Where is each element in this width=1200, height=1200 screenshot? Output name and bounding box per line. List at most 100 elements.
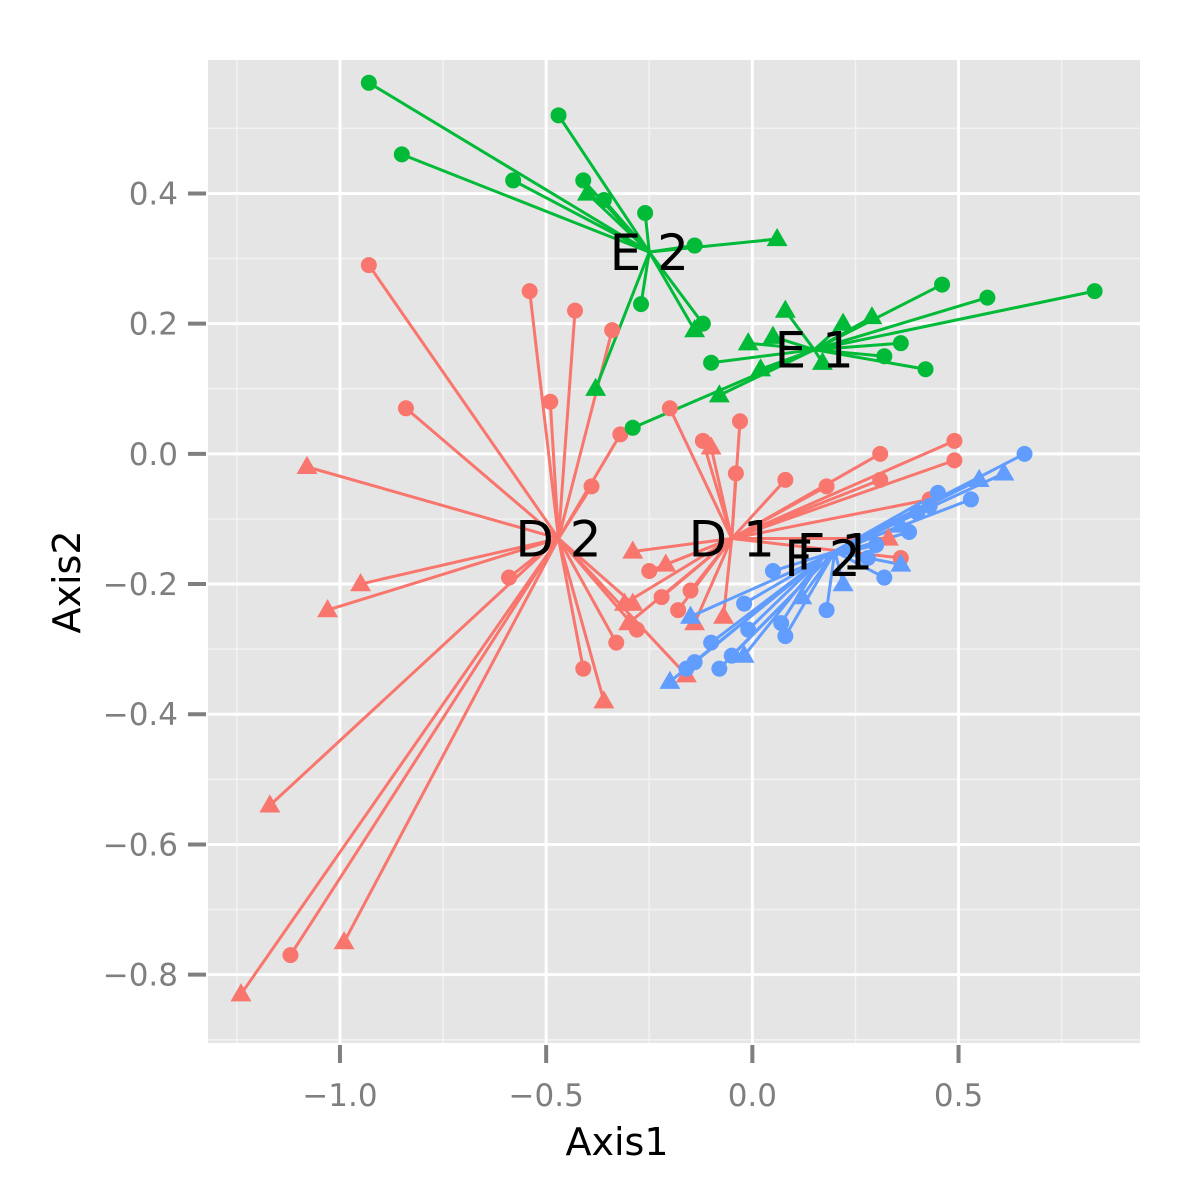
y-tick-label: 0.2	[129, 307, 178, 343]
spider-line	[813, 289, 1095, 352]
spider-line	[306, 465, 559, 540]
spider-line	[710, 348, 815, 365]
circle-point	[711, 660, 728, 677]
spider-line	[512, 179, 650, 254]
centroid-label: F 2	[784, 530, 860, 588]
triangle-point	[890, 514, 912, 533]
circle-point	[360, 257, 377, 274]
triangle-point	[708, 384, 730, 403]
x-axis-title: Axis1	[565, 1120, 668, 1164]
circle-point	[360, 74, 377, 91]
spider-line	[731, 497, 930, 540]
centroid-label: D 1	[689, 510, 775, 568]
y-tick-label: −0.4	[103, 697, 178, 733]
spider-line	[709, 447, 734, 539]
circle-point	[740, 621, 757, 638]
spider-line	[239, 537, 560, 996]
circle-point	[604, 322, 621, 339]
spider-line	[368, 81, 651, 254]
circle-point	[612, 426, 629, 443]
spider-line	[632, 536, 732, 553]
triangle-point	[812, 351, 833, 370]
circle-point	[505, 172, 522, 189]
spider-line	[731, 439, 956, 540]
y-tick-label: −0.2	[103, 567, 178, 603]
circle-point	[282, 947, 299, 964]
triangle-point	[832, 573, 854, 592]
spider-line	[665, 537, 733, 566]
circle-point	[624, 419, 641, 436]
x-tick-label: 0.5	[934, 1078, 983, 1114]
spider-line	[668, 407, 734, 540]
spider-line	[367, 264, 560, 540]
circle-point	[703, 634, 720, 651]
circle-point	[818, 478, 835, 495]
spider-line	[649, 237, 778, 254]
y-axis-ticks: −0.8 −0.6 −0.4 −0.2 0.0 0.2 0.4	[103, 176, 206, 994]
spider-line	[648, 251, 705, 325]
circle-point	[1016, 445, 1033, 462]
circle-point	[703, 354, 720, 371]
spider-line	[693, 537, 734, 624]
circle-point	[872, 471, 889, 488]
spider-line	[623, 537, 733, 605]
circle-point	[876, 348, 893, 365]
spider-line	[557, 537, 634, 605]
triangle-point	[655, 553, 677, 572]
circle-point	[682, 582, 699, 599]
circle-point	[661, 400, 678, 417]
circle-point	[727, 465, 744, 482]
spider-segments	[239, 81, 1095, 996]
spider-line	[813, 296, 988, 352]
spider-line	[813, 315, 873, 351]
triangle-point	[968, 468, 990, 488]
spider-line	[748, 341, 815, 352]
spider-line	[730, 478, 787, 540]
circle-point	[1086, 283, 1103, 300]
circle-point	[521, 283, 538, 300]
triangle-point	[733, 644, 755, 663]
spider-line	[743, 556, 824, 605]
circle-point	[501, 569, 518, 586]
circle-point	[736, 595, 753, 612]
spider-line	[800, 550, 837, 598]
triangle-point	[317, 599, 339, 618]
spider-line	[814, 341, 901, 352]
spider-line	[557, 114, 651, 253]
spider-line	[360, 537, 559, 586]
triangle-point	[680, 605, 701, 624]
centroid-label: E 2	[610, 224, 689, 282]
circle-point	[946, 432, 963, 449]
triangle-point	[576, 182, 598, 201]
spider-line	[557, 538, 585, 669]
triangle-point	[861, 306, 883, 325]
data-points	[230, 74, 1103, 1002]
centroid-label: E 1	[775, 322, 854, 380]
centroid-label: D 2	[515, 510, 601, 568]
spider-line	[822, 530, 910, 560]
circle-point	[641, 563, 658, 580]
circle-point	[876, 569, 893, 586]
circle-point	[633, 296, 650, 313]
circle-point	[872, 445, 889, 462]
circle-point	[686, 654, 703, 671]
spider-line	[825, 551, 837, 611]
spider-line	[639, 251, 651, 305]
triangle-point	[766, 228, 788, 247]
triangle-point	[259, 794, 281, 813]
circle-point	[962, 491, 979, 508]
triangle-point	[791, 586, 813, 605]
circle-point	[595, 191, 612, 208]
spider-line	[627, 537, 733, 625]
triangle-point	[593, 690, 615, 709]
triangle-point	[750, 358, 772, 377]
spider-line	[813, 348, 926, 371]
spider-line	[404, 407, 560, 540]
triangle-point	[614, 592, 635, 611]
spider-line	[730, 452, 881, 540]
circle-point	[653, 589, 670, 606]
triangle-point	[762, 325, 784, 344]
spider-line	[676, 537, 733, 611]
triangle-point	[737, 332, 759, 351]
